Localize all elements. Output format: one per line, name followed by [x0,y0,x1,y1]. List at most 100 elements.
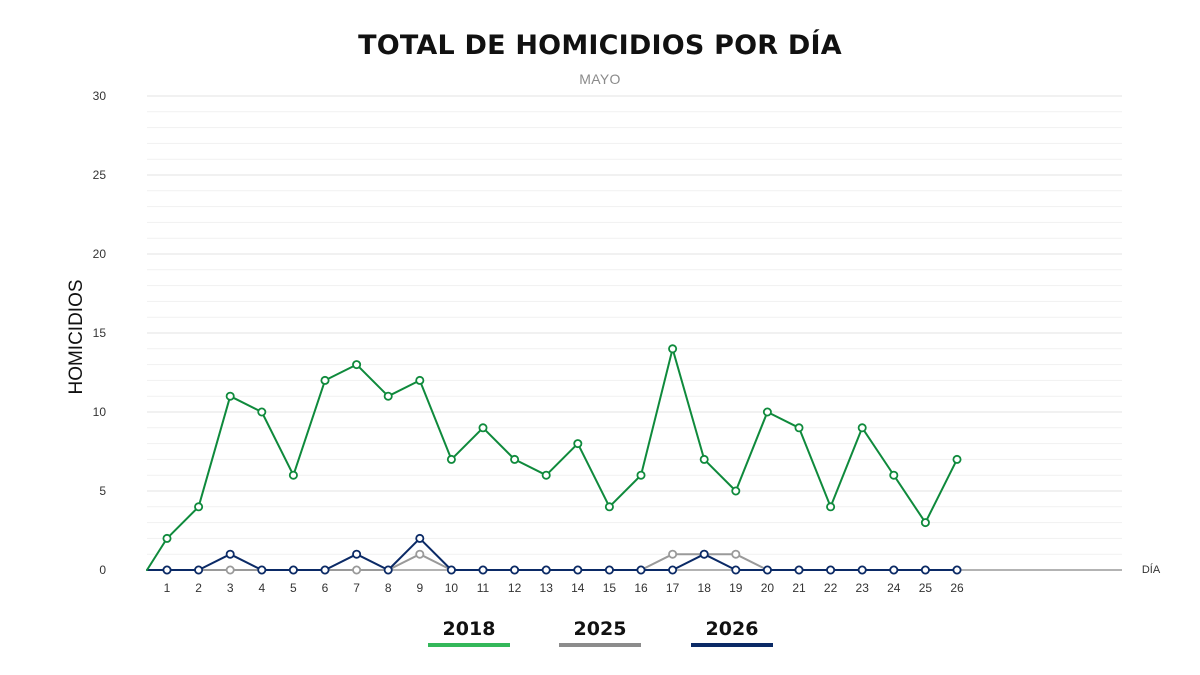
x-tick-label: 19 [729,581,743,595]
x-tick-label: 2 [195,581,202,595]
data-point-2026 [636,565,646,575]
data-point-2018 [352,360,362,370]
x-tick-label: 23 [856,581,870,595]
data-point-2018 [288,470,298,480]
series-2018 [146,344,962,571]
data-point-2025 [668,549,678,559]
data-point-2026 [257,565,267,575]
chart-subtitle: MAYO [579,71,621,87]
legend-swatch-2026 [691,643,773,647]
data-point-2018 [383,391,393,401]
x-tick-label: 10 [445,581,459,595]
legend-item-2026: 2026 [689,618,775,647]
x-tick-label: 4 [258,581,265,595]
data-point-2026 [446,565,456,575]
data-point-2018 [794,423,804,433]
data-point-2026 [731,565,741,575]
data-point-2018 [573,439,583,449]
x-tick-label: 3 [227,581,234,595]
data-point-2026 [889,565,899,575]
data-point-2018 [857,423,867,433]
series-line-2025 [166,553,958,571]
data-point-2025 [415,549,425,559]
legend-label-2018: 2018 [442,618,496,640]
y-tick-label: 20 [93,247,107,261]
legend-item-2018: 2018 [426,618,512,647]
y-tick-label: 25 [93,168,107,182]
y-tick-label: 5 [99,484,106,498]
legend-label-2026: 2026 [705,618,759,640]
legend-swatch-2018 [428,643,510,647]
data-point-2026 [699,549,709,559]
series-2026 [146,533,962,575]
y-tick-label: 15 [93,326,107,340]
x-tick-label: 7 [353,581,360,595]
data-point-2025 [352,565,362,575]
data-point-2026 [857,565,867,575]
data-point-2018 [604,502,614,512]
data-point-2018 [699,454,709,464]
x-tick-label: 9 [416,581,423,595]
data-point-2026 [162,565,172,575]
data-point-2018 [446,454,456,464]
x-axis-ticks: 1 2 3 4 5 6 7 8 9 10 11 12 13 14 15 16 17 18 19 20 21 22 23 24 2… [164,581,964,595]
x-tick-label: 21 [792,581,806,595]
data-point-2026 [604,565,614,575]
x-tick-label: 8 [385,581,392,595]
y-tick-label: 30 [93,89,107,103]
data-point-2018 [952,454,962,464]
data-point-2018 [762,407,772,417]
legend-label-2025: 2025 [573,618,627,640]
data-point-2026 [668,565,678,575]
x-tick-label: 5 [290,581,297,595]
data-point-2018 [920,518,930,528]
data-point-2018 [668,344,678,354]
data-point-2026 [352,549,362,559]
data-point-2018 [889,470,899,480]
x-tick-label: 14 [571,581,585,595]
data-point-2018 [731,486,741,496]
data-point-2026 [415,533,425,543]
x-tick-label: 11 [477,581,490,595]
data-point-2026 [194,565,204,575]
y-tick-label: 0 [99,563,106,577]
data-point-2026 [826,565,836,575]
x-tick-label: 6 [322,581,329,595]
data-point-2018 [194,502,204,512]
data-point-2018 [257,407,267,417]
data-point-2026 [510,565,520,575]
y-axis-label: HOMICIDIOS [66,279,87,394]
data-point-2026 [541,565,551,575]
data-point-2018 [320,375,330,385]
x-tick-label: 15 [603,581,617,595]
data-point-2026 [794,565,804,575]
data-point-2026 [225,549,235,559]
data-point-2026 [762,565,772,575]
x-tick-label: 13 [540,581,554,595]
data-point-2018 [162,533,172,543]
data-point-2018 [826,502,836,512]
x-tick-label: 20 [761,581,775,595]
x-tick-label: 17 [666,581,680,595]
data-point-2026 [920,565,930,575]
data-point-2018 [415,375,425,385]
x-tick-label: 26 [950,581,964,595]
legend-item-2025: 2025 [557,618,643,647]
data-point-2026 [952,565,962,575]
series-layer [146,344,962,575]
legend-swatch-2025 [559,643,641,647]
data-point-2025 [731,549,741,559]
y-axis-ticks: 0 5 10 15 20 25 30 [93,89,107,577]
data-point-2018 [225,391,235,401]
data-point-2018 [510,454,520,464]
data-point-2025 [225,565,235,575]
data-point-2026 [320,565,330,575]
chart-title: TOTAL DE HOMICIDIOS POR DÍA [358,30,842,61]
y-tick-label: 10 [93,405,107,419]
x-tick-label: 24 [887,581,901,595]
x-tick-label: 18 [698,581,712,595]
x-tick-label: 1 [164,581,171,595]
data-point-2026 [288,565,298,575]
x-tick-label: 22 [824,581,838,595]
